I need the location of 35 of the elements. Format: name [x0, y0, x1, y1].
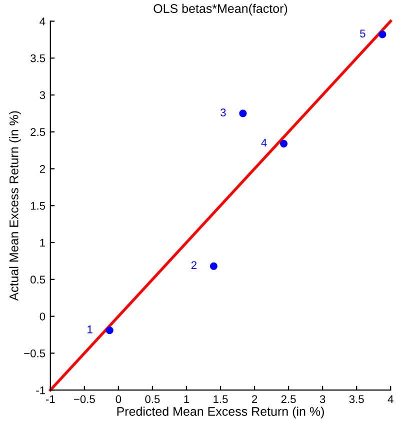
- y-tick-label: 0.5: [30, 276, 46, 284]
- x-axis-title: Predicted Mean Excess Return (in %): [117, 406, 324, 418]
- chart-title: OLS betas*Mean(factor): [154, 4, 288, 16]
- y-tick-label: -1: [36, 386, 45, 394]
- y-tick-label: 0: [40, 312, 46, 320]
- annotation: 4: [261, 138, 267, 147]
- x-tick-label: 2.5: [281, 395, 296, 404]
- x-tick-label: 3.5: [349, 395, 364, 404]
- point: [378, 30, 386, 38]
- point: [239, 110, 247, 118]
- x-tick-label: 4: [388, 395, 394, 403]
- y-tick-label: −0.5: [24, 349, 46, 358]
- y-tick-label: 4: [40, 18, 46, 26]
- annotation: 2: [191, 261, 196, 270]
- x-tick-label: 2: [252, 395, 258, 403]
- x-tick-label: 1.5: [214, 395, 228, 404]
- y-axis-title: Actual Mean Excess Return (in %): [9, 111, 21, 301]
- y-tick-label: 3: [40, 91, 46, 100]
- x-tick-label: 3: [320, 395, 326, 404]
- y-tick-label: 3.5: [30, 54, 46, 62]
- x-tick-label: -1: [46, 395, 55, 403]
- annotation: 3: [220, 108, 226, 116]
- y-tick-label: 1: [40, 238, 45, 247]
- y-tick-label: 2.5: [30, 128, 46, 136]
- annotation: 1: [88, 326, 92, 334]
- x-tick-label: −0.5: [74, 395, 95, 404]
- point: [280, 140, 288, 148]
- point: [106, 326, 114, 334]
- x-tick-label: 0.5: [145, 395, 160, 404]
- y-tick-label: 1.5: [30, 202, 46, 210]
- point: [210, 262, 218, 270]
- x-tick-label: 0: [116, 395, 122, 404]
- x-tick-label: 1: [184, 395, 190, 403]
- annotation: 5: [360, 30, 366, 38]
- y-tick-label: 2: [40, 165, 45, 173]
